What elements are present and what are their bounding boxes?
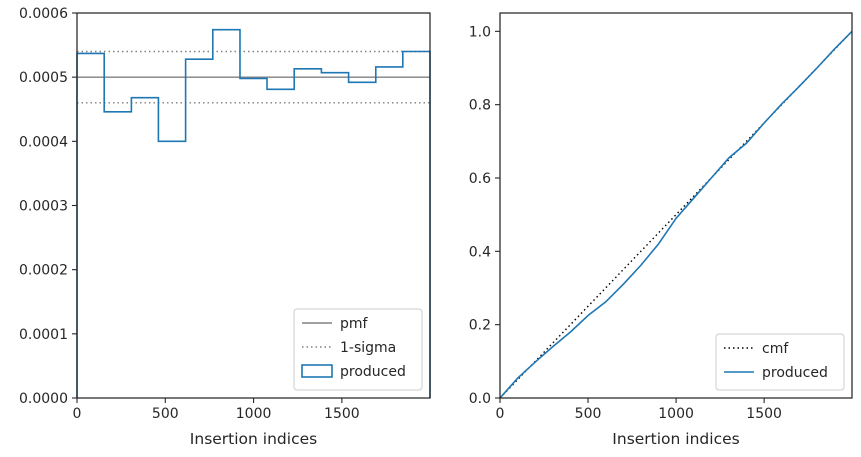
- y-tick-label: 0.0003: [19, 199, 68, 215]
- legend-swatch-produced: [301, 364, 333, 378]
- legend-label: cmf: [762, 341, 789, 357]
- y-tick-label: 0.0002: [19, 263, 68, 279]
- x-tick-label: 500: [152, 406, 179, 422]
- legend-label: 1-sigma: [340, 340, 396, 356]
- y-tick-label: 0.0005: [19, 70, 68, 86]
- legend: cmf produced: [715, 333, 845, 391]
- x-tick-label: 0: [73, 406, 82, 422]
- y-tick-label: 0.8: [469, 98, 491, 114]
- legend-box: [293, 308, 423, 391]
- legend-label: pmf: [340, 316, 369, 332]
- y-tick-label: 0.6: [469, 171, 491, 187]
- legend: pmf 1-sigma produced: [293, 308, 423, 391]
- x-axis-label: Insertion indices: [190, 430, 317, 448]
- right-chart-panel: 0 500 1000 1500 0.0 0.2 0.4 0.6 0.8 1.0 Insertion …: [469, 12, 853, 448]
- y-tick-label: 0.0001: [19, 327, 68, 343]
- x-tick-label: 0: [496, 406, 505, 422]
- y-tick-label: 0.4: [469, 244, 491, 260]
- y-tick-label: 0.0000: [19, 391, 68, 407]
- left-chart-panel: 0 500 1000 1500 0.0000 0.0001 0.0002 0.0003 0.00…: [19, 6, 431, 448]
- y-tick-label: 0.0004: [19, 134, 68, 150]
- x-axis-label: Insertion indices: [612, 430, 739, 448]
- legend-label: produced: [762, 365, 828, 381]
- y-tick-label: 0.0006: [19, 6, 68, 22]
- x-tick-label: 1500: [324, 406, 360, 422]
- x-tick-label: 1000: [236, 406, 272, 422]
- y-tick-label: 1.0: [469, 24, 491, 40]
- series-produced: [499, 30, 853, 399]
- x-tick-label: 500: [575, 406, 602, 422]
- series-produced: [76, 28, 431, 398]
- y-tick-label: 0.2: [469, 318, 491, 334]
- x-tick-label: 1500: [746, 406, 782, 422]
- legend-label: produced: [340, 364, 406, 380]
- y-tick-label: 0.0: [469, 391, 491, 407]
- x-tick-label: 1000: [658, 406, 694, 422]
